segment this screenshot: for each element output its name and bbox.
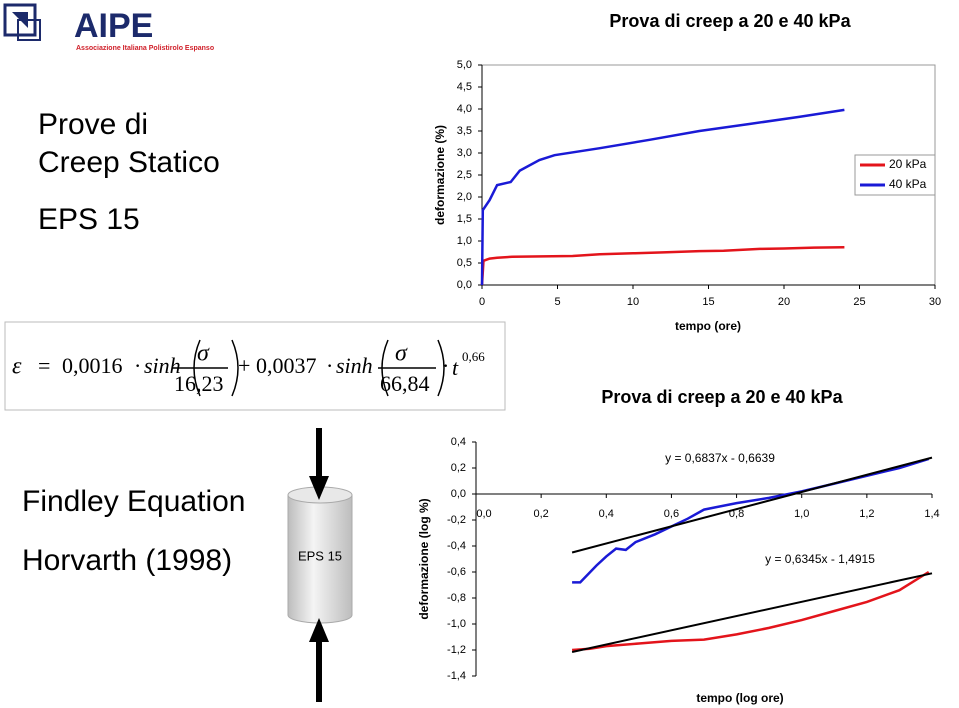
material: EPS 15	[38, 203, 140, 236]
formula: ε = 0,0016 · sinh σ 16,23 + 0,0037 · sin…	[12, 339, 485, 397]
series-line	[572, 570, 930, 652]
x-axis-title: tempo (log ore)	[696, 691, 783, 705]
x-tick-label: 1,0	[794, 508, 809, 520]
x-tick-label: 0,6	[664, 508, 679, 520]
y-tick-label: 0,2	[451, 462, 466, 474]
equation-name: Findley Equation	[22, 485, 245, 518]
chart-title: Prova di creep a 20 e 40 kPa	[609, 11, 851, 31]
y-axis-title: deformazione (%)	[433, 125, 447, 225]
formula-part: ·	[134, 353, 141, 378]
specimen	[287, 428, 353, 702]
formula-part: ·	[326, 353, 333, 378]
x-tick-label: 0	[479, 296, 485, 308]
formula-part: σ	[197, 341, 210, 367]
series-line	[480, 245, 845, 286]
x-tick-label: 10	[627, 296, 639, 308]
x-tick-label: 1,4	[924, 508, 939, 520]
slide-title: Prove di	[38, 108, 148, 141]
y-axis-title: deformazione (log %)	[417, 498, 431, 619]
y-tick-label: 0,4	[451, 436, 466, 448]
y-tick-label: 4,0	[457, 103, 472, 115]
formula-part: ·	[442, 353, 449, 378]
formula-part: 0,0016	[62, 353, 123, 378]
x-axis-title: tempo (ore)	[675, 319, 741, 333]
y-tick-label: 2,0	[457, 191, 472, 203]
y-tick-label: 0,0	[457, 279, 472, 291]
y-tick-label: 5,0	[457, 59, 472, 71]
logo-icon	[3, 3, 41, 41]
formula-part: 0,0037	[256, 353, 317, 378]
x-tick-label: 25	[853, 296, 865, 308]
formula-part: sinh	[144, 353, 181, 378]
y-tick-label: 1,0	[457, 235, 472, 247]
y-tick-label: -0,2	[447, 514, 466, 526]
y-tick-label: -1,2	[447, 644, 466, 656]
formula-part: sinh	[336, 353, 373, 378]
formula-box	[4, 321, 506, 411]
y-tick-label: -0,6	[447, 566, 466, 578]
y-tick-label: 3,0	[457, 147, 472, 159]
y-tick-label: 0,5	[457, 257, 472, 269]
trendline-label: y = 0,6837x - 0,6639	[665, 451, 775, 465]
x-tick-label: 1,2	[859, 508, 874, 520]
y-tick-label: -1,4	[447, 670, 466, 682]
y-tick-label: 1,5	[457, 213, 472, 225]
trendline	[571, 572, 933, 653]
logo-subtitle: Associazione Italiana Polistirolo Espans…	[76, 45, 214, 52]
y-tick-label: -1,0	[447, 618, 466, 630]
y-tick-label: -0,4	[447, 540, 466, 552]
x-tick-label: 0,2	[533, 508, 548, 520]
x-tick-label: 30	[929, 296, 941, 308]
reference: Horvarth (1998)	[22, 544, 232, 577]
y-tick-label: 3,5	[457, 125, 472, 137]
formula-part: 66,84	[380, 371, 430, 396]
formula-part: t	[452, 355, 459, 380]
x-tick-label: 15	[702, 296, 714, 308]
y-tick-label: 2,5	[457, 169, 472, 181]
series-line	[572, 457, 930, 584]
logo-name: AIPE	[74, 7, 153, 45]
x-tick-label: 0,4	[599, 508, 614, 520]
x-tick-label: 20	[778, 296, 790, 308]
x-tick-label: 0,0	[476, 508, 491, 520]
trendline-label: y = 0,6345x - 1,4915	[765, 552, 875, 566]
formula-part: 0,66	[462, 349, 485, 364]
series-line	[480, 108, 845, 286]
legend	[854, 154, 936, 196]
y-tick-label: -0,8	[447, 592, 466, 604]
x-tick-label: 5	[554, 296, 560, 308]
chart-title: Prova di creep a 20 e 40 kPa	[601, 387, 843, 407]
legend-label: 40 kPa	[889, 177, 927, 191]
y-tick-label: 0,0	[451, 488, 466, 500]
y-tick-label: 4,5	[457, 81, 472, 93]
legend-label: 20 kPa	[889, 157, 927, 171]
formula-part: ε	[12, 354, 22, 380]
formula-part: σ	[395, 341, 408, 367]
trendline	[571, 456, 933, 554]
formula-part: +	[238, 353, 250, 378]
formula-part: 16,23	[174, 371, 224, 396]
slide-title: Creep Statico	[38, 146, 220, 179]
formula-part: =	[38, 353, 50, 378]
specimen-label: EPS 15	[298, 548, 342, 563]
